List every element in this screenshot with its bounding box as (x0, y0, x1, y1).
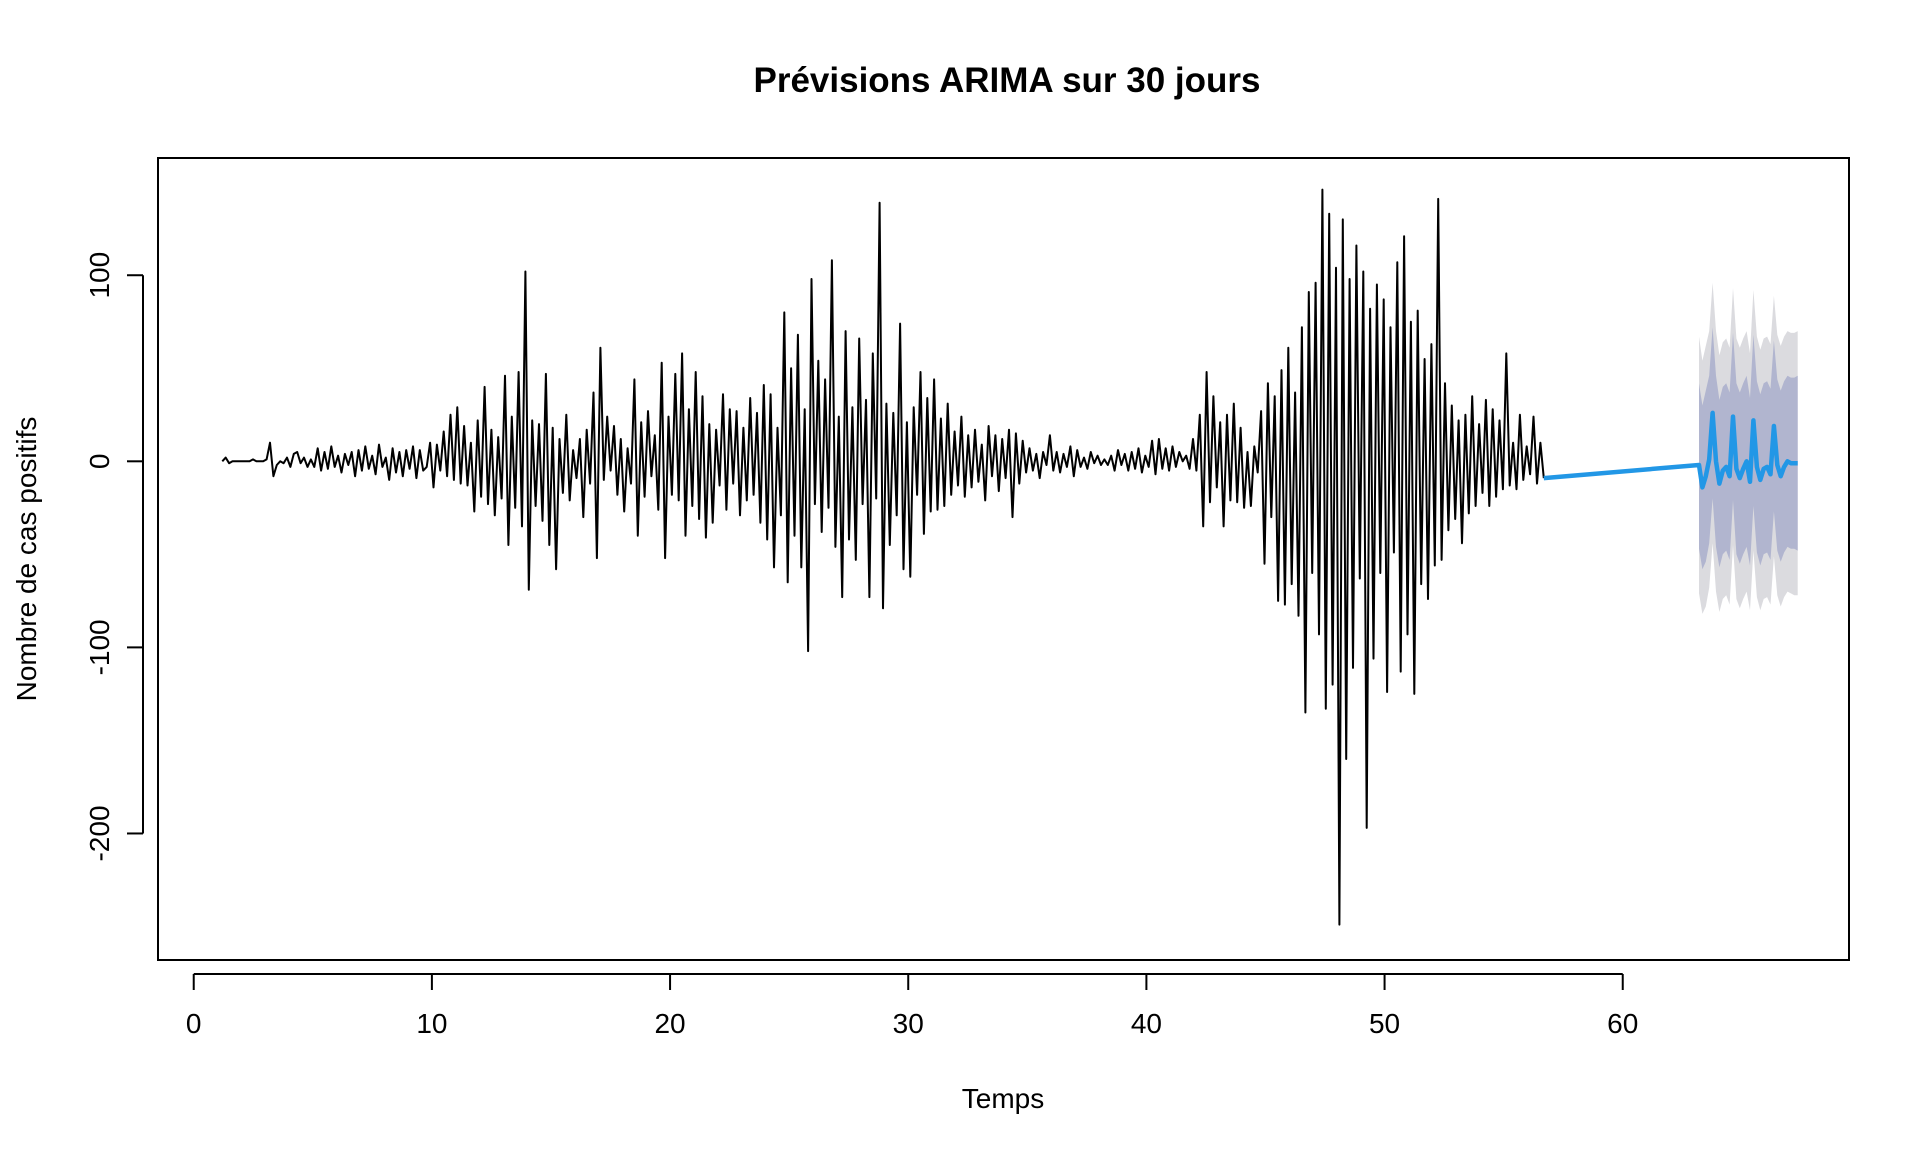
x-tick-label: 50 (1369, 1008, 1400, 1039)
y-axis-title: Nombre de cas positifs (11, 417, 42, 702)
y-axis: -200 -100 0 100 (84, 252, 144, 862)
x-axis-title: Temps (962, 1083, 1044, 1114)
x-tick-label: 40 (1131, 1008, 1162, 1039)
forecast-series-line (1543, 410, 1798, 490)
forecast-interval-bands (1699, 282, 1798, 614)
y-tick-label: -200 (84, 805, 115, 861)
x-tick-label: 60 (1607, 1008, 1638, 1039)
y-tick-label: 100 (84, 252, 115, 299)
chart-title: Prévisions ARIMA sur 30 jours (753, 61, 1260, 100)
x-tick-label: 0 (186, 1008, 202, 1039)
y-tick-label: -100 (84, 619, 115, 675)
x-tick-label: 30 (893, 1008, 924, 1039)
forecast-80-interval-band (1699, 327, 1798, 570)
plot-frame (157, 157, 1850, 961)
x-tick-label: 20 (654, 1008, 685, 1039)
x-axis: 0 10 20 30 40 50 60 (186, 973, 1638, 1039)
x-tick-label: 10 (416, 1008, 447, 1039)
historical-series-line (221, 188, 1545, 926)
y-tick-label: 0 (84, 454, 115, 470)
